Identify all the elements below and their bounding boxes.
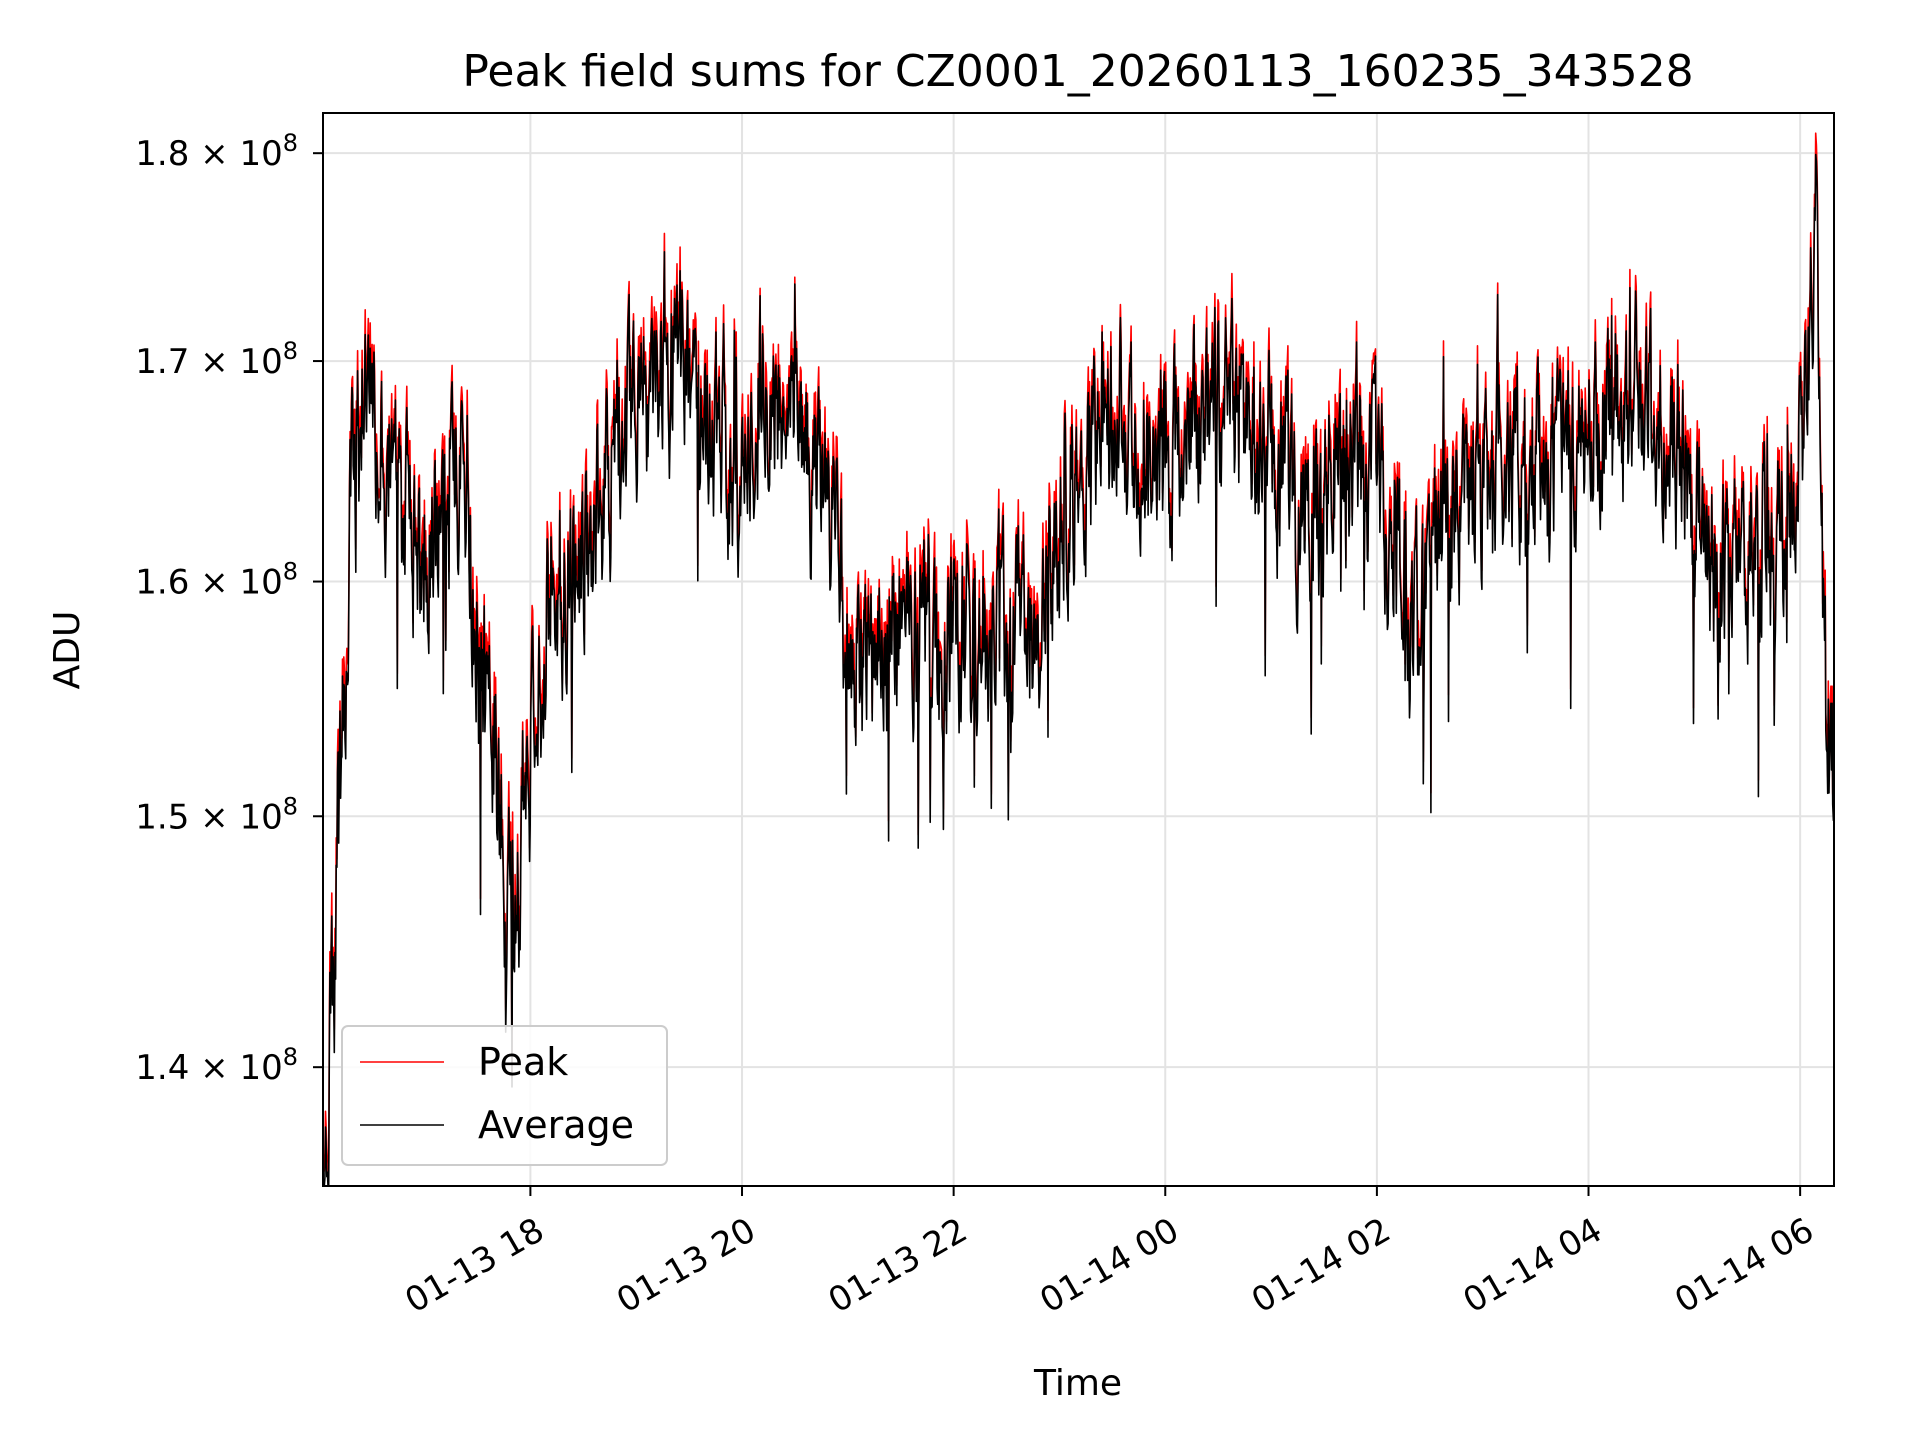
- series-average-line: [323, 153, 1834, 1186]
- y-tick-label: 1.6 × 108: [135, 558, 298, 603]
- y-axis-title: ADU: [47, 611, 88, 690]
- chart-title: Peak field sums for CZ0001_20260113_1602…: [462, 46, 1693, 97]
- y-tick-label: 1.4 × 108: [135, 1043, 298, 1088]
- y-tick-label: 1.5 × 108: [135, 792, 298, 837]
- plot-frame: [322, 112, 1835, 1187]
- legend-peak-label: Peak: [478, 1040, 568, 1084]
- legend: Peak Average: [341, 1025, 668, 1166]
- y-tick-label: 1.8 × 108: [135, 129, 298, 174]
- legend-average-label: Average: [478, 1103, 634, 1147]
- legend-box: [341, 1025, 668, 1166]
- plot-area: [323, 132, 1834, 1186]
- y-axis: 1.4 × 108 1.5 × 108 1.6 × 108 1.7 × 108 1.8 …: [135, 129, 323, 1088]
- x-axis-title: Time: [1033, 1363, 1122, 1404]
- y-tick-label: 1.7 × 108: [135, 337, 298, 382]
